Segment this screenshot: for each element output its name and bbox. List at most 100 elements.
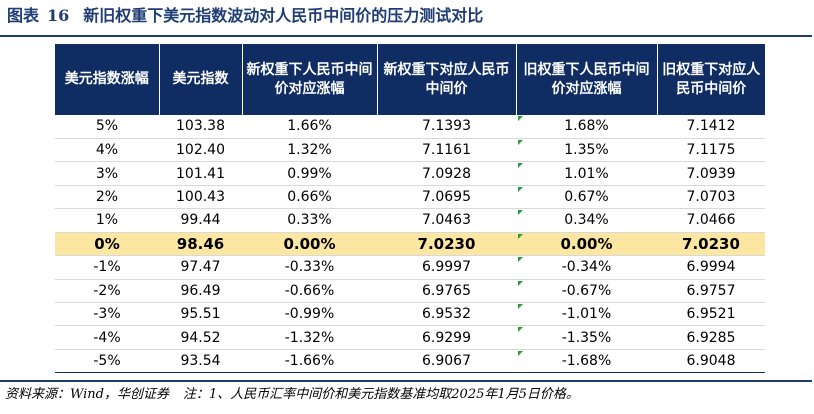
- new-change-cell: 1.32%: [242, 138, 377, 163]
- header-new-weight-fixing: 新权重下对应人民币中间价: [376, 44, 516, 115]
- stress-test-table: 美元指数涨幅 美元指数 新权重下人民币中间价对应涨幅 新权重下对应人民币中间价 …: [55, 44, 765, 374]
- old-change-cell: 1.01%: [516, 161, 657, 186]
- usd-change-cell: -4%: [55, 325, 159, 350]
- usd-change-cell: 4%: [55, 138, 159, 163]
- figure-label: 图表: [7, 6, 40, 25]
- cell-value: 96.49: [180, 282, 221, 299]
- new-fixing-cell: 6.9997: [377, 255, 516, 280]
- cell-marker-icon: [518, 233, 523, 239]
- cell-value: 100.43: [176, 189, 225, 206]
- cell-value: -1.66%: [284, 353, 335, 370]
- cell-value: -0.33%: [284, 259, 335, 276]
- old-fixing-cell: 7.0703: [657, 185, 765, 210]
- cell-value: 7.0230: [417, 234, 476, 253]
- cell-value: -5%: [93, 353, 121, 370]
- source-text: 资料来源：Wind，华创证券: [5, 387, 169, 402]
- new-change-cell: -1.32%: [242, 325, 377, 350]
- cell-value: -1.32%: [284, 329, 335, 346]
- new-fixing-cell: 7.1393: [377, 115, 516, 139]
- cell-value: -0.34%: [561, 259, 612, 276]
- cell-value: 7.0466: [686, 212, 736, 229]
- table-row: 0% 98.46 0.00% 7.0230 0.00% 7.0230: [55, 232, 765, 257]
- new-fixing-cell: 7.0695: [377, 185, 516, 210]
- new-fixing-cell: 6.9765: [377, 279, 516, 304]
- table-row: -4% 94.52 -1.32% 6.9299 -1.35% 6.9285: [55, 325, 765, 350]
- cell-value: 97.47: [180, 259, 221, 276]
- cell-value: 6.9765: [422, 282, 471, 299]
- usd-index-cell: 99.44: [159, 208, 242, 233]
- cell-value: 7.1393: [422, 118, 471, 135]
- old-fixing-cell: 7.0466: [657, 208, 765, 233]
- table-row: -3% 95.51 -0.99% 6.9532 -1.01% 6.9521: [55, 302, 765, 327]
- usd-change-cell: 1%: [55, 208, 159, 233]
- old-fixing-cell: 6.9994: [657, 255, 765, 280]
- cell-value: -1.68%: [561, 353, 612, 370]
- cell-value: 1.68%: [564, 118, 609, 135]
- new-change-cell: 1.66%: [242, 115, 377, 139]
- cell-value: 0.33%: [287, 212, 332, 229]
- cell-value: 6.9067: [422, 353, 471, 370]
- cell-value: -2%: [93, 282, 121, 299]
- old-change-cell: 1.68%: [516, 115, 657, 139]
- old-fixing-cell: 6.9757: [657, 279, 765, 304]
- figure-title-text: 新旧权重下美元指数波动对人民币中间价的压力测试对比: [83, 6, 484, 25]
- usd-index-cell: 94.52: [159, 325, 242, 350]
- cell-value: 1.32%: [287, 142, 332, 159]
- old-fixing-cell: 6.9048: [657, 349, 765, 374]
- header-usd-index: 美元指数: [158, 44, 242, 115]
- table-row: 1% 99.44 0.33% 7.0463 0.34% 7.0466: [55, 208, 765, 233]
- figure-title: 图表 16 新旧权重下美元指数波动对人民币中间价的压力测试对比: [7, 4, 483, 28]
- cell-value: 0.00%: [560, 234, 613, 253]
- cell-value: 0.99%: [287, 165, 332, 182]
- cell-value: 2%: [95, 189, 119, 206]
- new-change-cell: 0.33%: [242, 208, 377, 233]
- usd-change-cell: 0%: [55, 232, 159, 257]
- cell-value: 7.0939: [686, 165, 736, 182]
- cell-value: 7.0703: [686, 189, 736, 206]
- cell-value: -1%: [93, 259, 121, 276]
- old-fixing-cell: 6.9521: [657, 302, 765, 327]
- cell-value: 0%: [94, 234, 120, 253]
- cell-value: 7.0230: [682, 234, 740, 253]
- cell-value: -0.99%: [284, 306, 335, 323]
- usd-index-cell: 97.47: [159, 255, 242, 280]
- new-change-cell: 0.00%: [242, 232, 377, 257]
- new-change-cell: -0.99%: [242, 302, 377, 327]
- old-fixing-cell: 6.9285: [657, 325, 765, 350]
- cell-marker-icon: [518, 257, 523, 263]
- footer-rule: [0, 380, 812, 382]
- cell-value: 101.41: [176, 165, 225, 182]
- new-fixing-cell: 7.1161: [377, 138, 516, 163]
- usd-index-cell: 102.40: [159, 138, 242, 163]
- cell-value: 4%: [95, 142, 119, 159]
- cell-marker-icon: [518, 139, 523, 145]
- old-change-cell: 1.35%: [516, 138, 657, 163]
- cell-value: 6.9757: [686, 282, 736, 299]
- new-fixing-cell: 6.9299: [377, 325, 516, 350]
- cell-value: 0.00%: [283, 234, 336, 253]
- table-row: 5% 103.38 1.66% 7.1393 1.68% 7.1412: [55, 115, 765, 139]
- old-change-cell: -1.35%: [516, 325, 657, 350]
- cell-value: -0.66%: [284, 282, 335, 299]
- cell-value: 6.9285: [686, 329, 736, 346]
- cell-value: 94.52: [180, 329, 221, 346]
- new-fixing-cell: 7.0230: [377, 232, 516, 257]
- table-body: 5% 103.38 1.66% 7.1393 1.68% 7.1412 4% 102.40 1.…: [55, 115, 765, 374]
- cell-value: -0.67%: [561, 282, 612, 299]
- cell-value: 0.66%: [287, 189, 332, 206]
- new-fixing-cell: 7.0928: [377, 161, 516, 186]
- cell-value: 6.9994: [686, 259, 736, 276]
- new-fixing-cell: 6.9067: [377, 349, 516, 374]
- old-change-cell: -1.01%: [516, 302, 657, 327]
- old-fixing-cell: 7.1412: [657, 115, 765, 139]
- cell-value: 0.67%: [564, 189, 609, 206]
- header-new-weight-change: 新权重下人民币中间价对应涨幅: [241, 44, 377, 115]
- cell-value: -4%: [93, 329, 121, 346]
- cell-marker-icon: [518, 186, 523, 192]
- usd-index-cell: 98.46: [159, 232, 242, 257]
- usd-change-cell: 3%: [55, 161, 159, 186]
- note-text: 注：1、人民币汇率中间价和美元指数基准均取2025年1月5日价格。: [183, 387, 579, 402]
- old-change-cell: -0.67%: [516, 279, 657, 304]
- cell-marker-icon: [518, 210, 523, 216]
- cell-marker-icon: [518, 116, 523, 121]
